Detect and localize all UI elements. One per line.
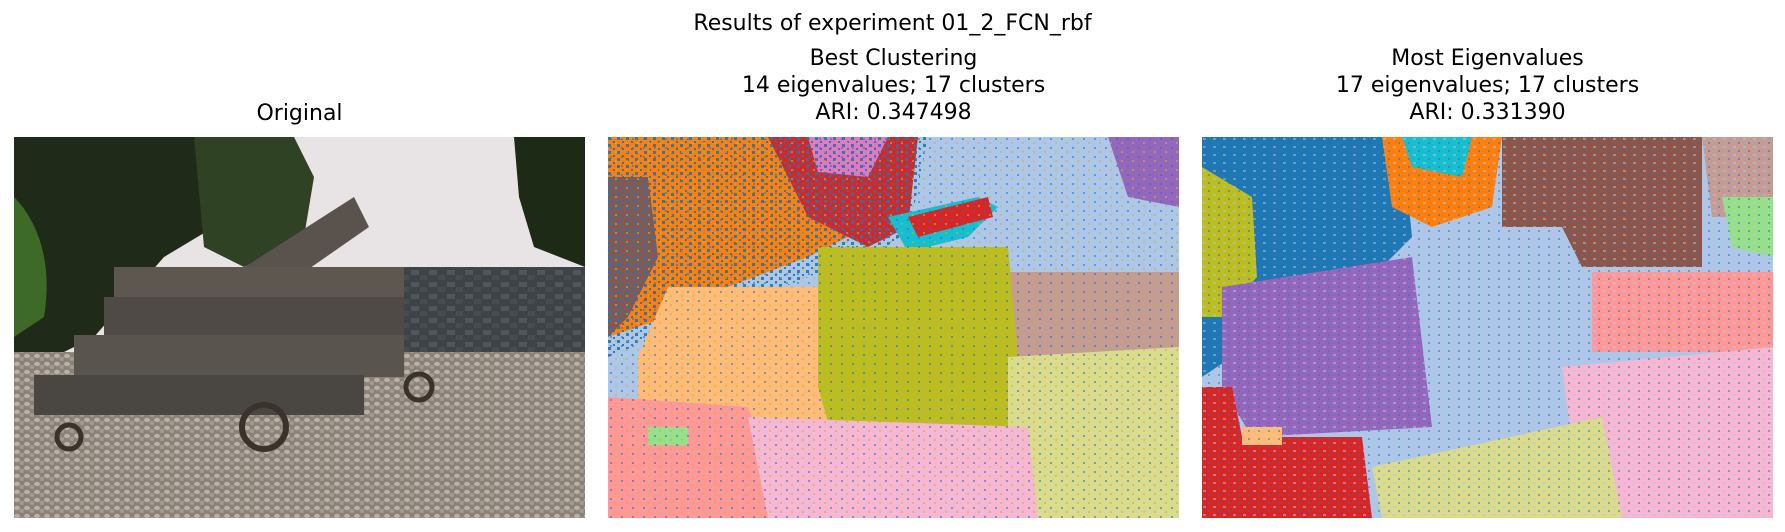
original-photo-canvas: [14, 137, 585, 518]
panel-most-title-line1: Most Eigenvalues: [1391, 46, 1584, 71]
panel-best-title-line1: Best Clustering: [809, 46, 978, 71]
panel-original-title: Original: [14, 100, 585, 127]
figure-suptitle: Results of experiment 01_2_FCN_rbf: [693, 11, 1092, 36]
panel-most-title: Most Eigenvalues 17 eigenvalues; 17 clus…: [1202, 45, 1773, 126]
original-photo: [14, 137, 585, 518]
best-clustering-canvas: [608, 137, 1179, 518]
panel-original-title-line1: Original: [256, 101, 343, 126]
panel-most-title-line3: ARI: 0.331390: [1409, 100, 1566, 125]
panel-best-title: Best Clustering 14 eigenvalues; 17 clust…: [608, 45, 1179, 126]
panel-most-title-line2: 17 eigenvalues; 17 clusters: [1335, 73, 1640, 98]
panel-best-title-line3: ARI: 0.347498: [815, 100, 972, 125]
most-eigenvalues-canvas: [1202, 137, 1773, 518]
most-eigenvalues-map: [1202, 137, 1773, 518]
panel-best-title-line2: 14 eigenvalues; 17 clusters: [741, 73, 1046, 98]
best-clustering-map: [608, 137, 1179, 518]
